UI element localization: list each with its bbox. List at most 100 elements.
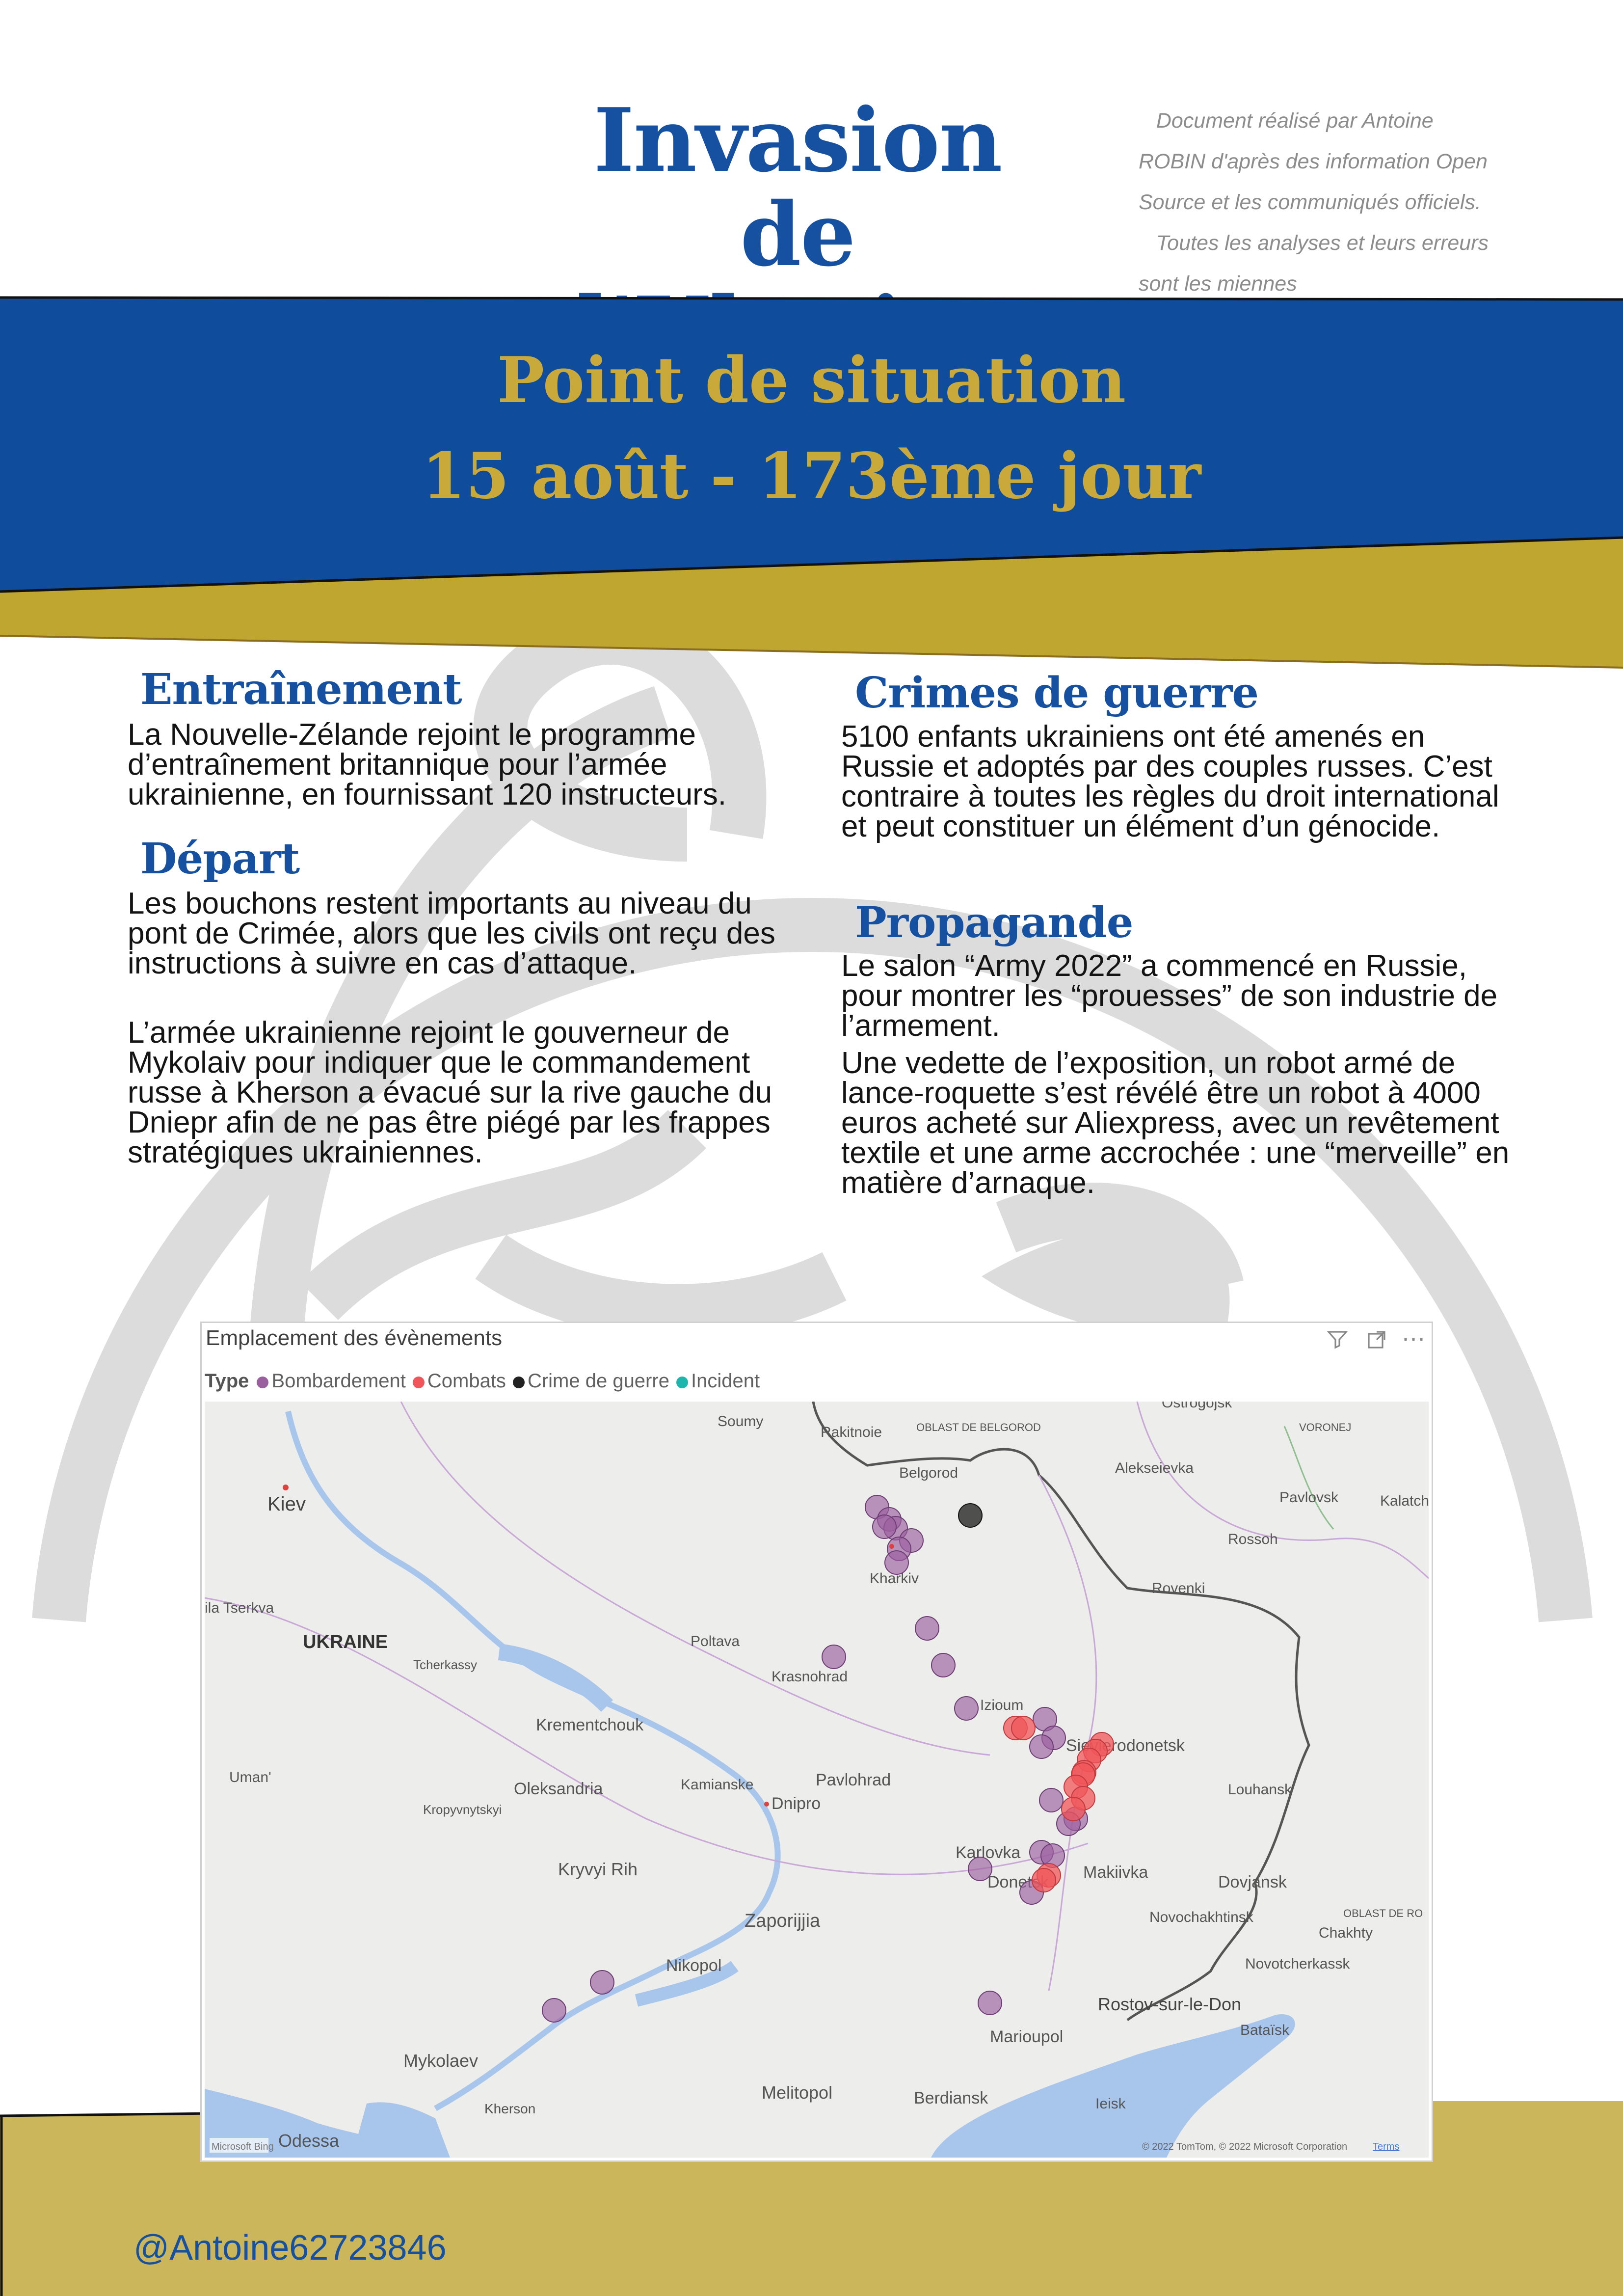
date-heading: 15 août - 173ème jour bbox=[422, 439, 1201, 513]
bombardement-marker[interactable] bbox=[968, 1857, 992, 1881]
situation-heading: Point de situation bbox=[497, 344, 1126, 417]
map-legend: Type Bombardement Combats Crime de guerre In… bbox=[205, 1370, 767, 1392]
map-copyright: © 2022 TomTom, © 2022 Microsoft Corporat… bbox=[1142, 2141, 1347, 2152]
city-dot bbox=[764, 1802, 769, 1807]
combats-marker[interactable] bbox=[1011, 1716, 1036, 1740]
watermark-stroke bbox=[246, 686, 671, 1474]
bombardement-marker[interactable] bbox=[822, 1645, 846, 1669]
sea-of-azov bbox=[931, 2014, 1295, 2158]
watermark-stroke bbox=[475, 1234, 847, 1338]
river bbox=[1283, 1426, 1334, 1530]
bombardement-marker[interactable] bbox=[915, 1616, 939, 1641]
map-visual[interactable]: Emplacement des évènements ⋯ Type Bombard… bbox=[200, 1322, 1433, 2162]
bombardement-marker[interactable] bbox=[590, 1970, 614, 1995]
legend-text: Bombardement bbox=[271, 1370, 406, 1392]
legend-dot bbox=[257, 1377, 269, 1388]
watermark-blob bbox=[982, 1226, 1230, 1335]
bing-logo bbox=[210, 2138, 268, 2153]
map-place-label: Odessa bbox=[278, 2131, 340, 2151]
paragraph-depart-1: Les bouchons restent importants au nivea… bbox=[128, 887, 775, 980]
more-options-icon[interactable]: ⋯ bbox=[1402, 1326, 1425, 1352]
map-place-label: VORONEJ bbox=[1299, 1421, 1351, 1433]
map-place-label: Poltava bbox=[691, 1633, 740, 1649]
author-handle[interactable]: @Antoine62723846 bbox=[133, 2228, 447, 2268]
map-place-label: Kryvyi Rih bbox=[558, 1859, 638, 1879]
map-title: Emplacement des évènements bbox=[206, 1326, 503, 1350]
bombardement-marker[interactable] bbox=[1039, 1788, 1064, 1812]
legend-dot bbox=[512, 1377, 525, 1388]
map-place-label: Berdiansk bbox=[914, 2089, 988, 2107]
legend-item-combats[interactable]: Combats bbox=[412, 1370, 506, 1392]
map-place-label: Rovenki bbox=[1152, 1580, 1205, 1596]
city-dot bbox=[283, 1485, 289, 1490]
map-place-label: Rostov-sur-le-Don bbox=[1098, 1994, 1241, 2014]
bombardement-marker[interactable] bbox=[931, 1653, 956, 1677]
map-place-label: Soumy bbox=[718, 1413, 763, 1430]
map-place-label: Rakitnoie bbox=[821, 1424, 882, 1440]
legend-text: Crime de guerre bbox=[527, 1370, 669, 1392]
terms-link[interactable]: Terms bbox=[1373, 2141, 1399, 2152]
map-place-label: Uman' bbox=[229, 1769, 271, 1785]
legend-label: Type bbox=[205, 1370, 249, 1392]
combats-marker[interactable] bbox=[1032, 1868, 1056, 1892]
paragraph-depart-2: L’armée ukrainienne rejoint le gouverneu… bbox=[128, 1016, 772, 1169]
map-place-label: Kherson bbox=[484, 2101, 535, 2116]
paragraph-entrainement: La Nouvelle-Zélande rejoint le programme… bbox=[128, 718, 727, 811]
bing-logo-text: Microsoft Bing bbox=[212, 2141, 274, 2152]
map-place-label: Novochakhtinsk bbox=[1149, 1909, 1254, 1925]
russia-border bbox=[812, 1402, 1310, 2022]
map-place-label: Pavlovsk bbox=[1279, 1489, 1339, 1506]
map-place-label: Dovjansk bbox=[1218, 1873, 1287, 1891]
oblast-border bbox=[400, 1402, 990, 1756]
map-place-label: Karlovka bbox=[956, 1843, 1020, 1862]
map-place-label: Novotcherkassk bbox=[1245, 1956, 1350, 1972]
oblast-border bbox=[205, 1597, 1089, 1875]
map-place-label: Ieisk bbox=[1095, 2096, 1126, 2112]
map-place-label: Zaporijjia bbox=[745, 1911, 821, 1931]
map-place-label: Kalatch bbox=[1380, 1493, 1429, 1509]
map-place-label: Pavlohrad bbox=[816, 1771, 891, 1789]
oblast-border bbox=[1136, 1402, 1429, 1579]
map-canvas[interactable]: Soumy Rakitnoie OBLAST DE BELGOROD Belgo… bbox=[205, 1402, 1429, 2158]
map-place-label: Krasnohrad bbox=[772, 1669, 848, 1685]
estuary bbox=[352, 2102, 450, 2158]
bombardement-marker[interactable] bbox=[1029, 1734, 1054, 1759]
map-place-label: Izioum bbox=[980, 1697, 1023, 1713]
map-place-label: Makiivka bbox=[1083, 1863, 1148, 1882]
bombardement-marker[interactable] bbox=[884, 1550, 909, 1575]
watermark-arc bbox=[32, 898, 1593, 1622]
map-place-label: Krementchouk bbox=[536, 1716, 644, 1734]
map-place-label: Kamianske bbox=[681, 1777, 753, 1793]
combats-marker[interactable] bbox=[1061, 1797, 1086, 1821]
blue-band bbox=[0, 298, 1623, 592]
map-place-label: Melitopol bbox=[762, 2082, 832, 2103]
map-place-label: Ostrogojsk bbox=[1162, 1402, 1232, 1411]
legend-text: Incident bbox=[691, 1370, 760, 1392]
bombardement-marker[interactable] bbox=[872, 1514, 897, 1539]
section-title-depart: Départ bbox=[140, 834, 300, 884]
bombardement-marker[interactable] bbox=[954, 1696, 979, 1721]
author-credits: Document réalisé par Antoine ROBIN d'apr… bbox=[1139, 109, 1489, 296]
crime-de-guerre-marker[interactable] bbox=[958, 1503, 983, 1528]
section-title-crimes: Crimes de guerre bbox=[855, 668, 1259, 718]
dnieper-river bbox=[285, 1410, 781, 2111]
filter-icon[interactable] bbox=[1326, 1328, 1349, 1356]
paragraph-crimes: 5100 enfants ukrainiens ont été amenés e… bbox=[841, 720, 1499, 843]
bombardement-marker[interactable] bbox=[978, 1991, 1002, 2015]
legend-item-crime-de-guerre[interactable]: Crime de guerre bbox=[512, 1370, 669, 1392]
expand-icon[interactable] bbox=[1365, 1328, 1388, 1356]
section-title-propagande: Propagande bbox=[855, 898, 1133, 947]
legend-item-incident[interactable]: Incident bbox=[676, 1370, 760, 1392]
legend-dot bbox=[412, 1377, 425, 1388]
map-place-label: Chakhty bbox=[1319, 1925, 1373, 1941]
map-place-label: Bataïsk bbox=[1240, 2022, 1290, 2038]
map-place-label: OBLAST DE BELGOROD bbox=[916, 1421, 1041, 1433]
map-place-label: ila Tserkva bbox=[205, 1600, 274, 1616]
legend-item-bombardement[interactable]: Bombardement bbox=[257, 1370, 406, 1392]
map-place-label: Oleksandria bbox=[514, 1780, 603, 1798]
paragraph-propagande-2: Une vedette de l’exposition, un robot ar… bbox=[841, 1046, 1510, 1200]
map-place-label: Tcherkassy bbox=[413, 1657, 477, 1672]
city-dot bbox=[889, 1544, 894, 1549]
background-emblem-watermark bbox=[32, 611, 1593, 1622]
bombardement-marker[interactable] bbox=[542, 1998, 566, 2023]
